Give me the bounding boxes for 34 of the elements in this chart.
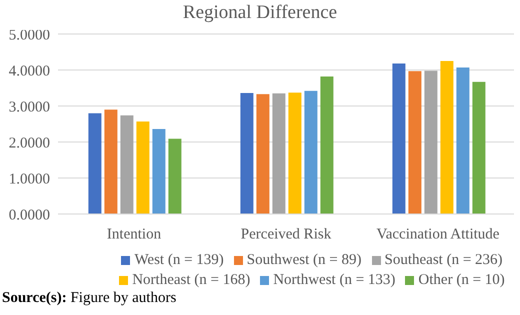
bar xyxy=(320,76,334,214)
y-tick-label: 4.0000 xyxy=(8,63,50,80)
source-note: Source(s): Figure by authors xyxy=(2,290,178,307)
y-tick-label: 3.0000 xyxy=(8,99,50,116)
legend-label: Northeast (n = 168) xyxy=(132,272,250,288)
legend-label: West (n = 139) xyxy=(134,252,224,268)
bar xyxy=(136,121,150,214)
y-tick-label: 2.0000 xyxy=(8,135,50,152)
bar xyxy=(104,110,118,214)
x-tick-label: Vaccination Attitude xyxy=(376,226,500,243)
bar xyxy=(256,94,270,214)
bar xyxy=(272,93,286,214)
y-tick-label: 0.0000 xyxy=(8,207,50,224)
bar xyxy=(392,64,406,214)
x-tick-label: Perceived Risk xyxy=(240,226,332,243)
bar xyxy=(152,129,166,214)
bar xyxy=(168,138,182,214)
bar xyxy=(120,115,134,214)
legend-label: Southeast (n = 236) xyxy=(384,252,503,268)
bar xyxy=(408,71,422,214)
x-tick-label: Intention xyxy=(106,226,162,243)
bar xyxy=(88,113,102,214)
bar xyxy=(424,70,438,214)
legend-label: Southwest (n = 89) xyxy=(246,252,362,268)
legend-label: Other (n = 10) xyxy=(418,272,505,288)
legend-label: Northwest (n = 133) xyxy=(273,272,396,288)
bar xyxy=(288,92,302,214)
bar xyxy=(456,67,470,214)
chart-title: Regional Difference xyxy=(182,2,338,23)
bar xyxy=(240,93,254,214)
bar xyxy=(472,82,486,214)
bar xyxy=(304,90,318,214)
bar xyxy=(440,61,454,214)
y-tick-label: 1.0000 xyxy=(8,171,50,188)
